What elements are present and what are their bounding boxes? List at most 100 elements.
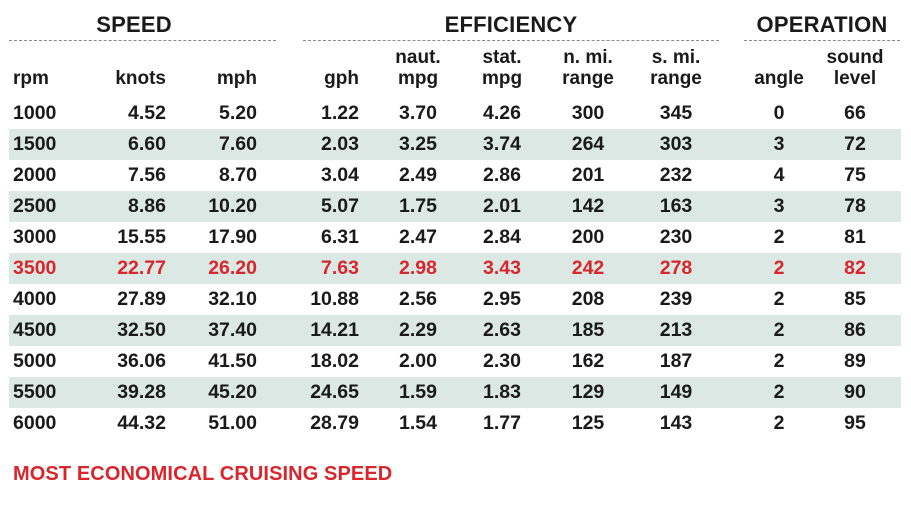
cell-n-mi-range: 200 (571, 226, 605, 248)
cell-gph: 10.88 (310, 288, 359, 310)
table-row: 4000 27.89 32.10 10.88 2.56 2.95 208 239 2 85 (9, 284, 901, 315)
table-row: 4500 32.50 37.40 14.21 2.29 2.63 185 213 2 86 (9, 315, 901, 346)
column-header-line1 (185, 47, 257, 68)
cell-naut-mpg: 2.56 (399, 288, 437, 310)
cell-knots: 22.77 (117, 257, 166, 279)
cell-knots: 32.50 (117, 319, 166, 341)
column-header-rpm: rpm (13, 47, 71, 89)
column-header-line1: n. mi. (563, 47, 613, 68)
cell-s-mi-range: 149 (659, 381, 693, 403)
cell-s-mi-range: 143 (659, 412, 693, 434)
cell-naut-mpg: 2.47 (399, 226, 437, 248)
cell-stat-mpg: 2.86 (483, 164, 521, 186)
group-title-speed: SPEED (96, 12, 172, 37)
cell-angle: 2 (773, 319, 785, 341)
cell-knots: 39.28 (117, 381, 166, 403)
cell-sound-level: 82 (844, 257, 866, 279)
cell-rpm: 1000 (13, 102, 57, 124)
cell-naut-mpg: 3.70 (399, 102, 437, 124)
column-header-line2: range (650, 68, 702, 89)
cell-stat-mpg: 3.43 (483, 257, 521, 279)
table-row: 2500 8.86 10.20 5.07 1.75 2.01 142 163 3 78 (9, 191, 901, 222)
group-title-efficiency: EFFICIENCY (444, 12, 578, 37)
table-row: 2000 7.56 8.70 3.04 2.49 2.86 201 232 4 75 (9, 160, 901, 191)
cell-knots: 6.60 (128, 133, 166, 155)
column-header-stat-mpg: stat. mpg (464, 47, 540, 89)
cell-sound-level: 89 (844, 350, 866, 372)
cell-sound-level: 85 (844, 288, 866, 310)
cell-s-mi-range: 239 (659, 288, 693, 310)
cell-s-mi-range: 187 (659, 350, 693, 372)
cell-n-mi-range: 162 (571, 350, 605, 372)
cell-naut-mpg: 1.59 (399, 381, 437, 403)
cell-rpm: 2500 (13, 195, 57, 217)
cell-angle: 2 (773, 257, 785, 279)
cell-angle: 4 (773, 164, 785, 186)
cell-stat-mpg: 1.83 (483, 381, 521, 403)
column-header-line2: mpg (397, 68, 439, 89)
column-header-line1 (746, 47, 812, 68)
cell-sound-level: 95 (844, 412, 866, 434)
cell-sound-level: 66 (844, 102, 866, 124)
cell-s-mi-range: 163 (659, 195, 693, 217)
cell-stat-mpg: 2.01 (483, 195, 521, 217)
table-row: 3000 15.55 17.90 6.31 2.47 2.84 200 230 2 81 (9, 222, 901, 253)
table-row: 5000 36.06 41.50 18.02 2.00 2.30 162 187 2 89 (9, 346, 901, 377)
cell-gph: 14.21 (310, 319, 359, 341)
cell-s-mi-range: 232 (659, 164, 693, 186)
table-row: 1500 6.60 7.60 2.03 3.25 3.74 264 303 3 72 (9, 129, 901, 160)
cell-mph: 37.40 (208, 319, 257, 341)
column-header-mph: mph (185, 47, 257, 89)
column-header-line2: angle (754, 68, 804, 89)
cell-rpm: 5000 (13, 350, 57, 372)
cell-knots: 8.86 (128, 195, 166, 217)
column-header-line2: range (562, 68, 614, 89)
cell-gph: 5.07 (321, 195, 359, 217)
cell-angle: 3 (773, 133, 785, 155)
column-header-angle: angle (746, 47, 812, 89)
table-row: 1000 4.52 5.20 1.22 3.70 4.26 300 345 0 66 (9, 98, 901, 129)
cell-knots: 36.06 (117, 350, 166, 372)
column-header-line2: gph (324, 68, 359, 89)
cell-knots: 15.55 (117, 226, 166, 248)
cell-sound-level: 90 (844, 381, 866, 403)
group-rule-speed (9, 40, 276, 41)
column-header-line1: s. mi. (651, 47, 701, 68)
cell-angle: 2 (773, 226, 785, 248)
cell-mph: 10.20 (208, 195, 257, 217)
cell-gph: 1.22 (321, 102, 359, 124)
cell-rpm: 4000 (13, 288, 57, 310)
cell-knots: 27.89 (117, 288, 166, 310)
column-header-line1 (293, 47, 359, 68)
cell-gph: 6.31 (321, 226, 359, 248)
cell-gph: 7.63 (321, 257, 359, 279)
cell-gph: 28.79 (310, 412, 359, 434)
cell-sound-level: 81 (844, 226, 866, 248)
column-header-line1: stat. (482, 47, 522, 68)
column-header-line2: rpm (13, 68, 49, 89)
cell-naut-mpg: 1.75 (399, 195, 437, 217)
cell-naut-mpg: 1.54 (399, 412, 437, 434)
cell-mph: 8.70 (219, 164, 257, 186)
cell-s-mi-range: 303 (659, 133, 693, 155)
cell-mph: 32.10 (208, 288, 257, 310)
column-header-line1 (89, 47, 166, 68)
cell-angle: 3 (773, 195, 785, 217)
cell-angle: 2 (773, 412, 785, 434)
cell-rpm: 6000 (13, 412, 57, 434)
cell-mph: 45.20 (208, 381, 257, 403)
cell-rpm: 3500 (13, 257, 57, 279)
cell-knots: 4.52 (128, 102, 166, 124)
cell-naut-mpg: 2.00 (399, 350, 437, 372)
cell-s-mi-range: 230 (659, 226, 693, 248)
column-header-gph: gph (293, 47, 359, 89)
cell-gph: 24.65 (310, 381, 359, 403)
group-title-operation: OPERATION (756, 12, 888, 37)
cell-sound-level: 75 (844, 164, 866, 186)
column-header-line1: naut. (395, 47, 441, 68)
cell-stat-mpg: 2.95 (483, 288, 521, 310)
footnote-legend: MOST ECONOMICAL CRUISING SPEED (13, 463, 393, 485)
cell-n-mi-range: 142 (571, 195, 605, 217)
cell-rpm: 2000 (13, 164, 57, 186)
cell-knots: 7.56 (128, 164, 166, 186)
